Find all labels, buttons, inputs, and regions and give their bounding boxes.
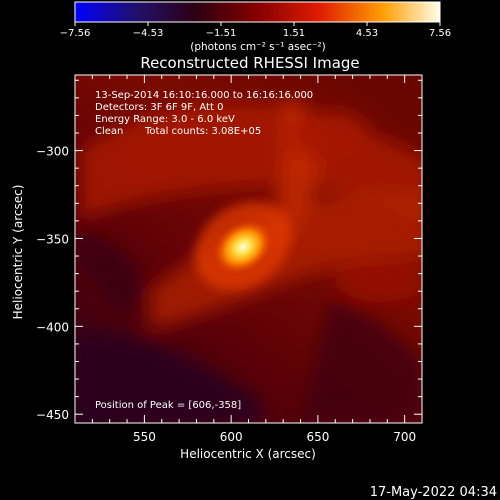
annotation-total-counts: Total counts: 3.08E+05 [144,126,261,137]
x-axis-label: Heliocentric X (arcsec) [180,447,316,461]
colorbar-tick-label: −7.56 [60,28,91,39]
y-tick-label: −300 [36,145,69,159]
colorbar-tick-label: 4.53 [356,28,378,39]
emission-blob-top [290,110,370,160]
peak-source [211,218,275,276]
heatmap-image [75,75,422,423]
y-tick-label: −400 [36,320,69,334]
annotation-peak-position: Position of Peak = [606,-358] [95,400,241,411]
y-axis-ticks: −300 −350 −400 −450 [36,79,422,422]
dark-lane-right [300,300,422,423]
x-tick-label: 700 [393,430,416,444]
x-tick-label: 600 [220,430,243,444]
x-axis-ticks: 550 600 650 700 [74,75,423,444]
annotation-time: 13-Sep-2014 16:10:16.000 to 16:16:16.000 [95,90,313,101]
y-tick-label: −450 [36,408,69,422]
x-tick-label: 550 [133,430,156,444]
colorbar-ticks: −7.56 −4.53 −1.51 1.51 4.53 7.56 [60,22,451,39]
colorbar-tick-label: 1.51 [283,28,305,39]
annotation-block: 13-Sep-2014 16:10:16.000 to 16:16:16.000… [95,90,313,137]
dark-lane-lower-left [75,330,260,423]
colorbar-unit-label: (photons cm⁻² s⁻¹ asec⁻²) [190,41,325,53]
annotation-clean: Clean [95,126,123,137]
y-axis-label: Heliocentric Y (arcsec) [11,185,25,320]
colorbar-tick-label: −4.53 [133,28,164,39]
annotation-energy: Energy Range: 3.0 - 6.0 keV [95,114,235,125]
footer-timestamp: 17-May-2022 04:34 [370,485,497,500]
annotation-detectors: Detectors: 3F 6F 9F, Att 0 [95,102,223,113]
x-tick-label: 650 [306,430,329,444]
colorbar: −7.56 −4.53 −1.51 1.51 4.53 7.56 (photons cm⁻… [60,1,451,53]
dark-lane-upper-left [75,230,150,320]
y-tick-label: −350 [36,232,69,246]
emission-band-central [150,190,422,330]
colorbar-tick-label: 7.56 [429,28,451,39]
chart-title: Reconstructed RHESSI Image [140,54,359,72]
emission-blob-right [335,258,422,302]
colorbar-tick-label: −1.51 [206,28,237,39]
colorbar-gradient [74,1,441,23]
